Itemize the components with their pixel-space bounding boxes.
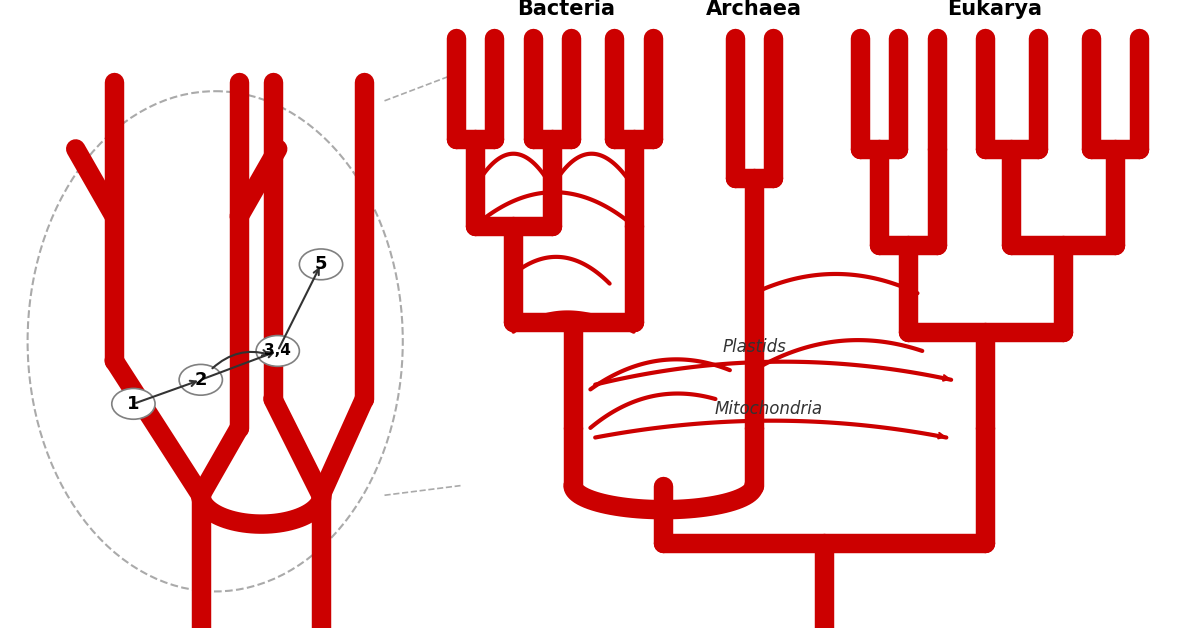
Text: 5: 5 xyxy=(314,256,328,273)
Text: 1: 1 xyxy=(127,395,139,413)
Text: 3,4: 3,4 xyxy=(264,344,292,359)
Text: 2: 2 xyxy=(194,371,208,389)
Text: Archaea: Archaea xyxy=(706,0,802,19)
Text: Bacteria: Bacteria xyxy=(517,0,616,19)
Text: Plastids: Plastids xyxy=(722,338,786,355)
Ellipse shape xyxy=(112,389,155,420)
Ellipse shape xyxy=(299,249,343,279)
Text: Mitochondria: Mitochondria xyxy=(714,400,822,418)
Ellipse shape xyxy=(256,335,299,366)
Text: Eukarya: Eukarya xyxy=(947,0,1042,19)
Ellipse shape xyxy=(179,364,222,395)
